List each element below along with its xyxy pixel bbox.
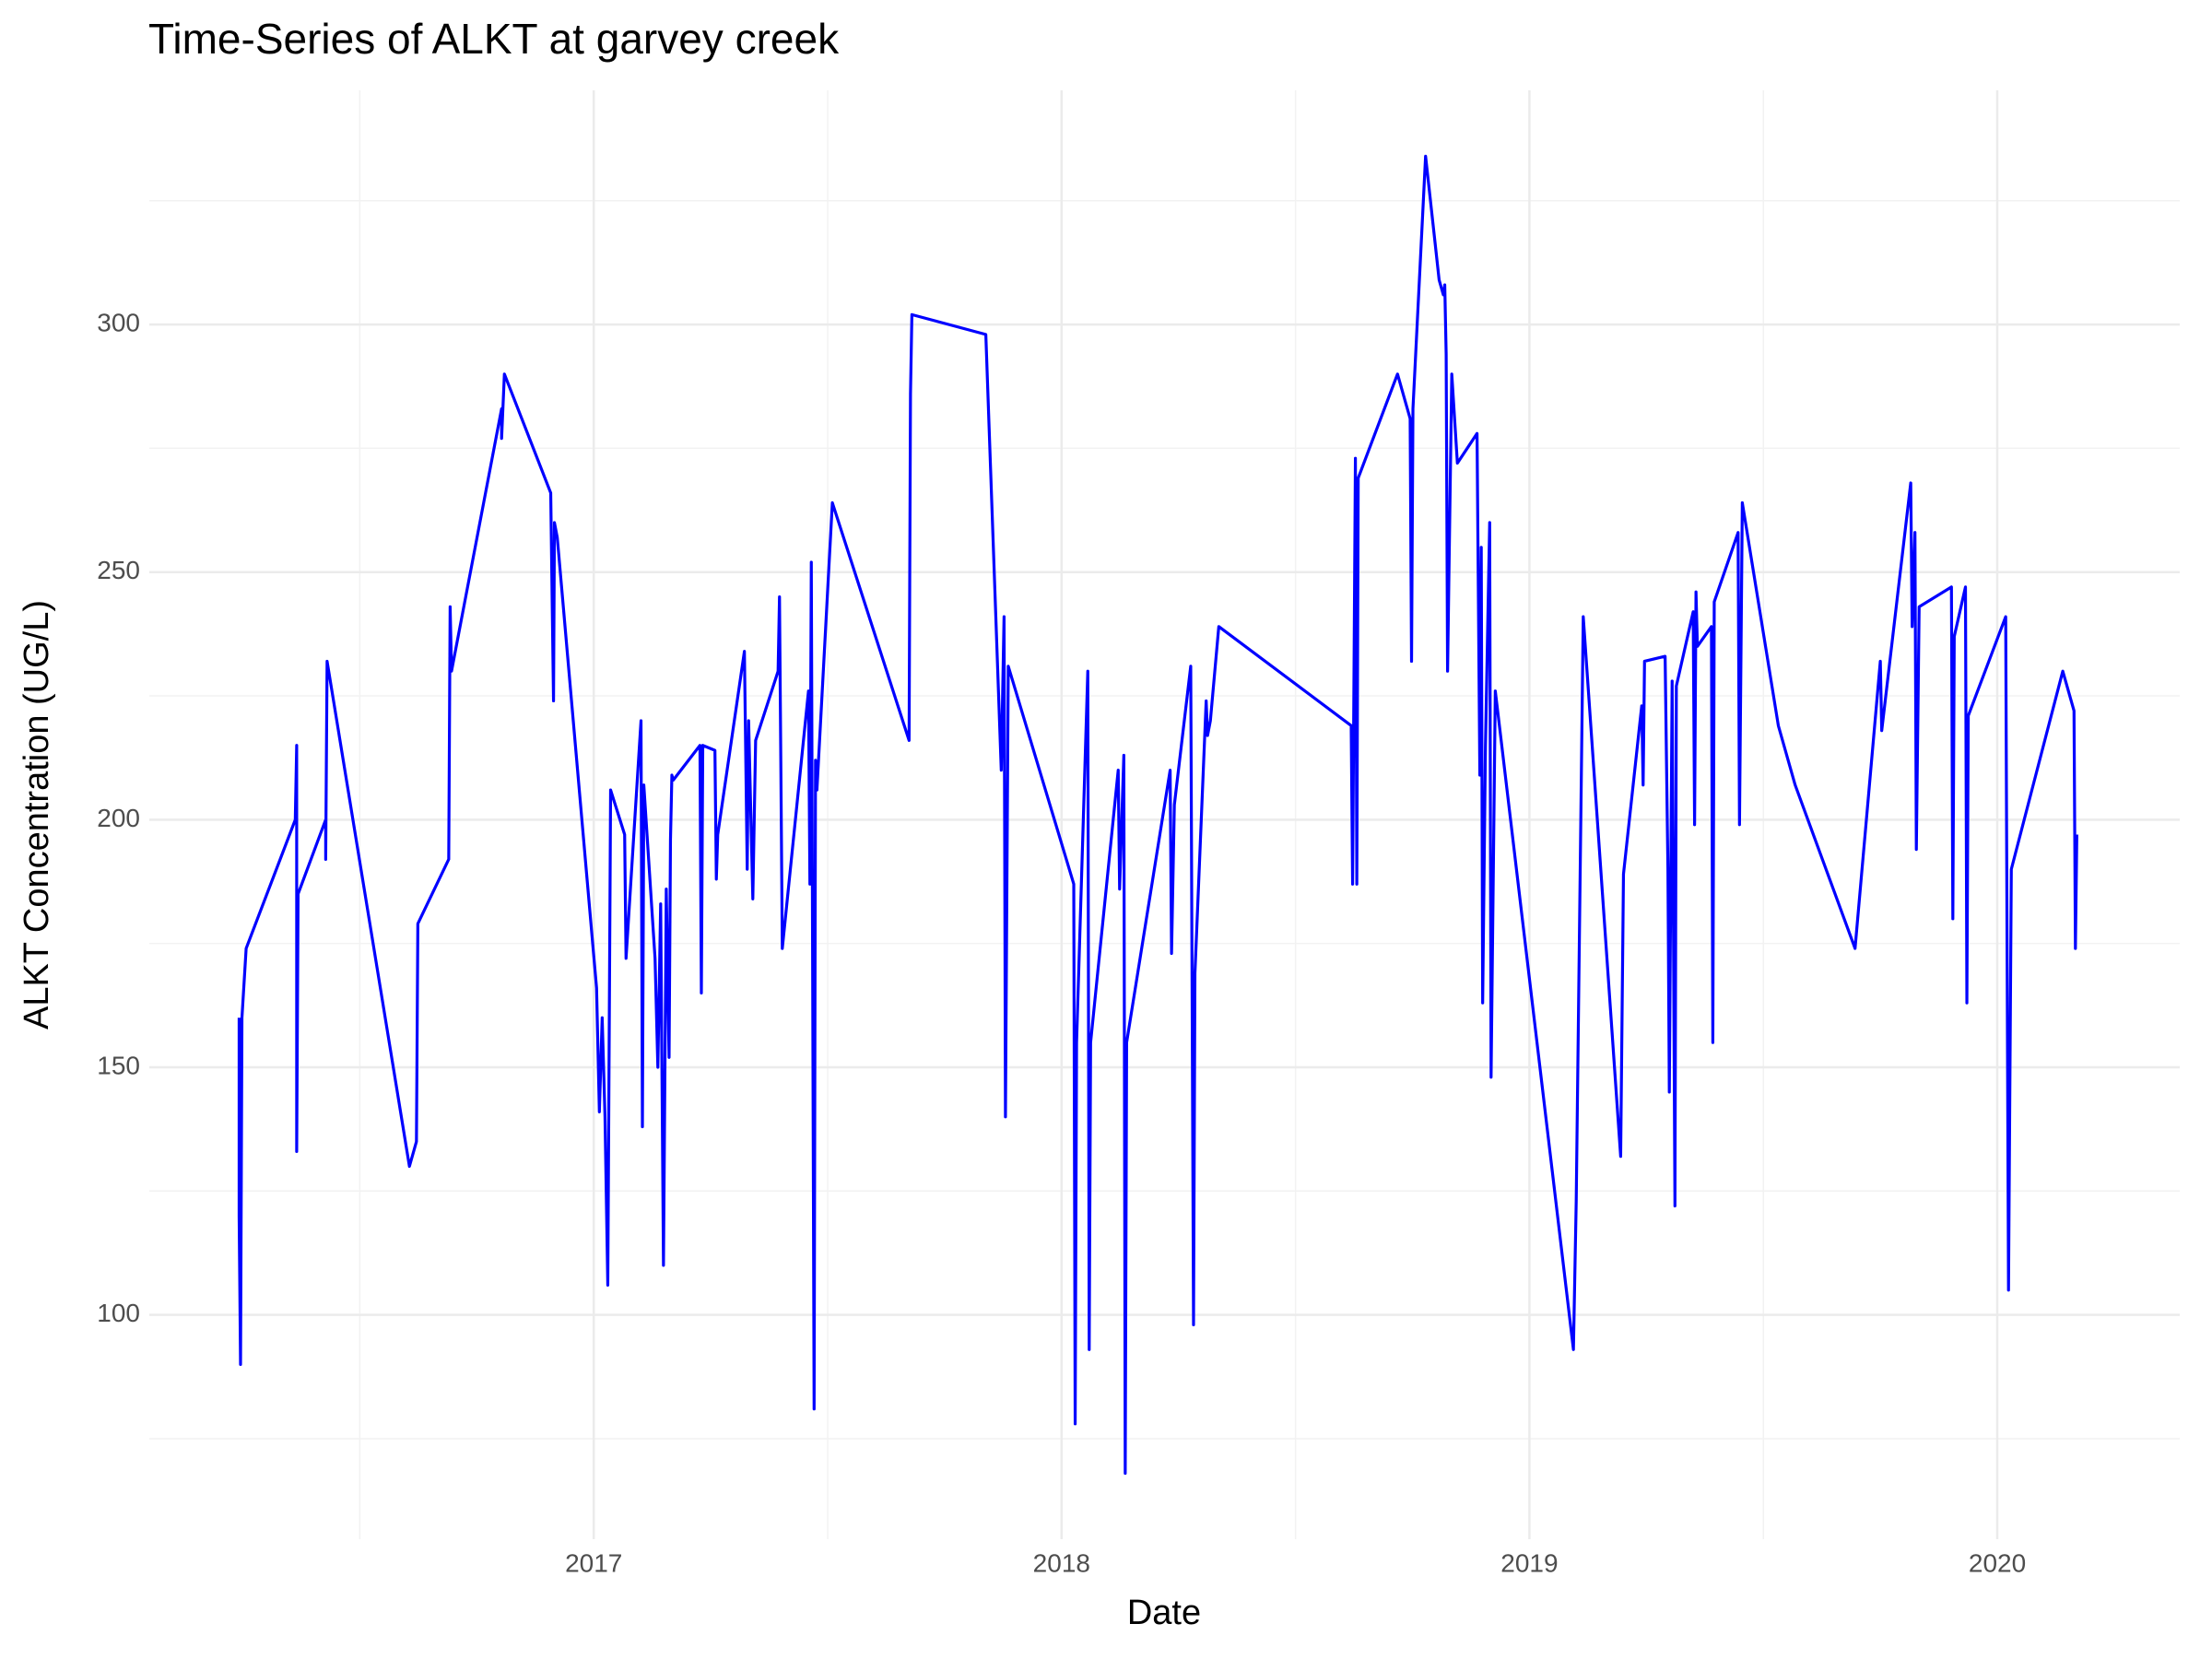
- grid: [149, 90, 2180, 1539]
- x-axis-title: Date: [1127, 1594, 1201, 1632]
- y-tick-label: 100: [97, 1299, 140, 1327]
- x-tick-label: 2018: [1033, 1548, 1090, 1577]
- y-tick-label: 200: [97, 804, 140, 832]
- data-line: [237, 154, 2078, 1476]
- chart-title: Time-Series of ALKT at garvey creek: [148, 15, 840, 63]
- y-tick-label: 250: [97, 556, 140, 584]
- x-tick-label: 2020: [1969, 1548, 2026, 1577]
- y-axis-title: ALKT Concentration (UG/L): [18, 600, 56, 1030]
- y-tick-label: 300: [97, 309, 140, 337]
- x-tick-label: 2019: [1500, 1548, 1558, 1577]
- x-tick-label: 2017: [565, 1548, 622, 1577]
- y-tick-label: 150: [97, 1051, 140, 1079]
